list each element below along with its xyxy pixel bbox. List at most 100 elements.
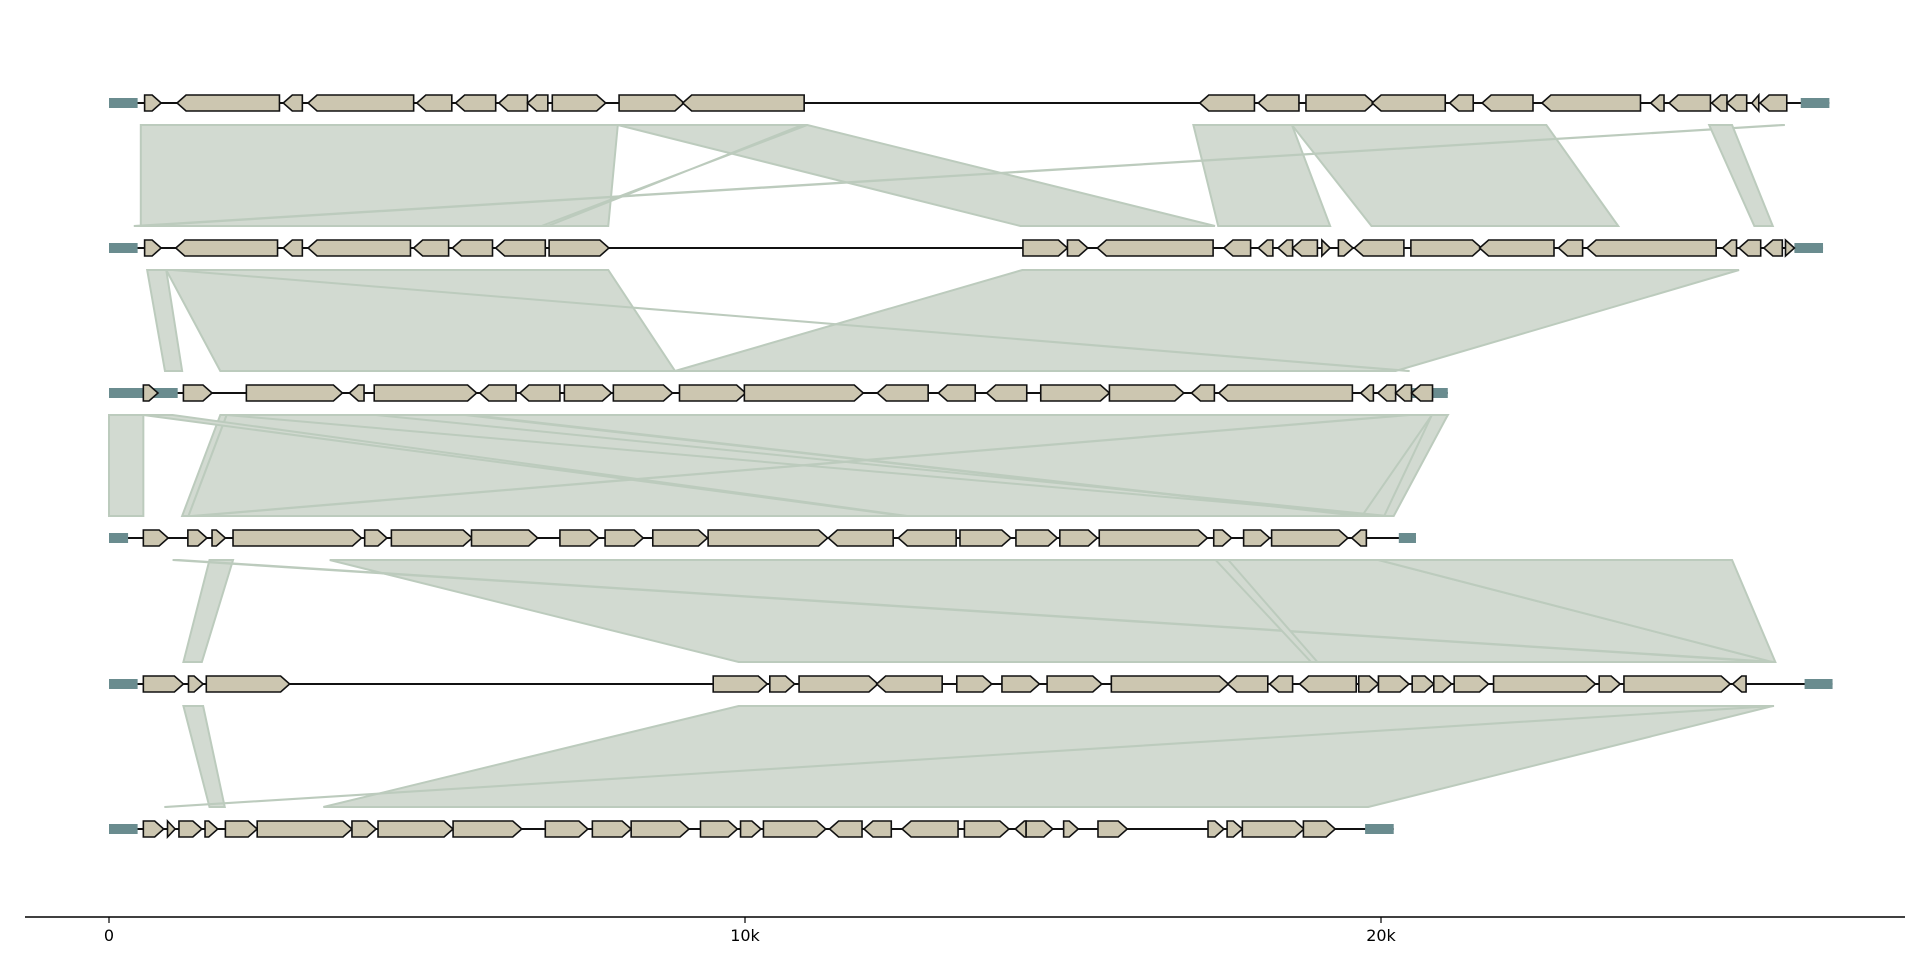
gene-arrow [187,529,209,547]
gene-arrow [1198,94,1256,112]
flank-region [1800,98,1830,108]
gene-arrow [1623,675,1732,693]
gene-arrow [678,384,747,402]
gene-arrow [1291,239,1319,257]
homology-link [1382,414,1450,517]
gene-arrow [1276,239,1294,257]
gene-arrow [1350,529,1368,547]
gene-arrow [591,820,633,838]
cluster-track [109,384,1448,402]
gene-arrow [1410,384,1434,402]
homology-link [182,705,226,808]
gene-arrow [604,529,645,547]
gene-arrow [1001,675,1041,693]
gene-arrow [415,94,453,112]
gene-arrow [739,820,763,838]
homology-link [164,269,677,372]
gene-arrow [373,384,478,402]
homology-link [323,705,1774,808]
gene-arrow [143,239,163,257]
gene-arrow [390,529,474,547]
gene-arrow [1370,94,1447,112]
gene-arrow [827,529,894,547]
gene-arrow [1257,94,1300,112]
gene-arrow [1410,239,1483,257]
gene-arrow [1337,239,1355,257]
cluster-track [109,92,1830,114]
homology-link [617,124,1216,227]
gene-arrow [1321,238,1332,258]
gene-arrow [1492,675,1597,693]
cluster-track [109,238,1824,258]
gene-arrow [1039,384,1111,402]
gene-arrow [187,675,205,693]
gene-arrow [1598,675,1622,693]
gene-arrow [1062,820,1080,838]
gene-arrow [377,820,455,838]
axis-tick-label: 20k [1366,926,1396,945]
homology-link [541,124,808,227]
gene-arrow [1108,384,1186,402]
cluster-track [109,675,1833,693]
gene-arrow [282,239,304,257]
gene-arrow [178,820,204,838]
gene-arrow [478,384,517,402]
gene-arrow [1302,820,1337,838]
gene-arrow [544,820,590,838]
gene-arrow [559,529,600,547]
gene-arrow [175,94,281,112]
flank-region [109,824,138,834]
gene-arrow [707,529,829,547]
gene-arrow [412,239,450,257]
gene-arrow [1226,820,1244,838]
gene-arrow [1453,675,1490,693]
gene-arrow [1212,529,1233,547]
gene-arrow [306,239,412,257]
gene-arrow [1268,675,1294,693]
flank-region [109,679,138,689]
gene-arrow [963,820,1011,838]
gene-arrow [142,529,170,547]
gene-arrow [1376,384,1397,402]
gene-arrow [897,529,957,547]
gene-arrow [1066,239,1090,257]
gene-arrow [166,819,177,839]
flank-region [109,533,129,543]
gene-arrow [876,384,929,402]
gene-arrow [1448,94,1475,112]
gene-arrow [1357,675,1380,693]
gene-arrow [1478,239,1555,257]
gene-arrow [563,384,613,402]
flank-region [1804,679,1833,689]
gene-arrow [454,94,497,112]
gene-arrow [1025,820,1055,838]
gene-tracks-layer [109,92,1833,839]
gene-arrow [551,94,607,112]
gene-arrow [1353,239,1405,257]
gene-arrow [204,820,219,838]
gene-arrow [1046,675,1104,693]
homology-link [172,269,1410,372]
gene-arrow [526,94,549,112]
gene-arrow [174,239,279,257]
gene-arrow [618,94,686,112]
gene-arrow [985,384,1028,402]
homology-link [1707,124,1775,227]
gene-arrow [451,239,494,257]
gene-arrow [470,529,539,547]
gene-arrow [900,820,959,838]
gene-arrow [142,384,160,402]
gene-arrow [452,820,523,838]
homology-link [172,559,1776,663]
gene-arrow [1731,675,1747,693]
gene-arrow [1298,675,1357,693]
gene-arrow [1540,94,1642,112]
homology-link [139,124,619,227]
gene-arrow [1014,820,1027,838]
gene-arrow [1784,238,1796,258]
gene-arrow [1190,384,1216,402]
homology-links-layer [108,124,1785,808]
axis-ticks: 0 10k 20k [104,917,1397,945]
gene-arrow [143,94,163,112]
gene-arrow [1241,820,1306,838]
